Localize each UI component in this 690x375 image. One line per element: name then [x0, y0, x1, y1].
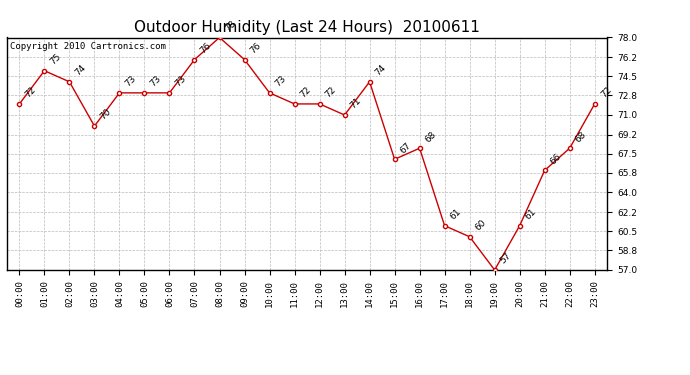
Text: 78: 78: [224, 19, 238, 33]
Text: 74: 74: [374, 63, 388, 78]
Title: Outdoor Humidity (Last 24 Hours)  20100611: Outdoor Humidity (Last 24 Hours) 2010061…: [134, 20, 480, 35]
Text: 72: 72: [299, 86, 313, 100]
Text: 71: 71: [348, 96, 363, 111]
Text: 67: 67: [399, 141, 413, 155]
Text: 60: 60: [474, 218, 489, 232]
Text: Copyright 2010 Cartronics.com: Copyright 2010 Cartronics.com: [10, 42, 166, 51]
Text: 68: 68: [424, 129, 438, 144]
Text: 76: 76: [199, 41, 213, 56]
Text: 72: 72: [23, 86, 38, 100]
Text: 66: 66: [549, 152, 563, 166]
Text: 61: 61: [448, 207, 463, 222]
Text: 72: 72: [324, 86, 338, 100]
Text: 57: 57: [499, 251, 513, 266]
Text: 76: 76: [248, 41, 263, 56]
Text: 72: 72: [599, 86, 613, 100]
Text: 73: 73: [148, 74, 163, 89]
Text: 73: 73: [174, 74, 188, 89]
Text: 70: 70: [99, 107, 113, 122]
Text: 73: 73: [274, 74, 288, 89]
Text: 73: 73: [124, 74, 138, 89]
Text: 75: 75: [48, 52, 63, 66]
Text: 68: 68: [574, 129, 589, 144]
Text: 61: 61: [524, 207, 538, 222]
Text: 74: 74: [74, 63, 88, 78]
